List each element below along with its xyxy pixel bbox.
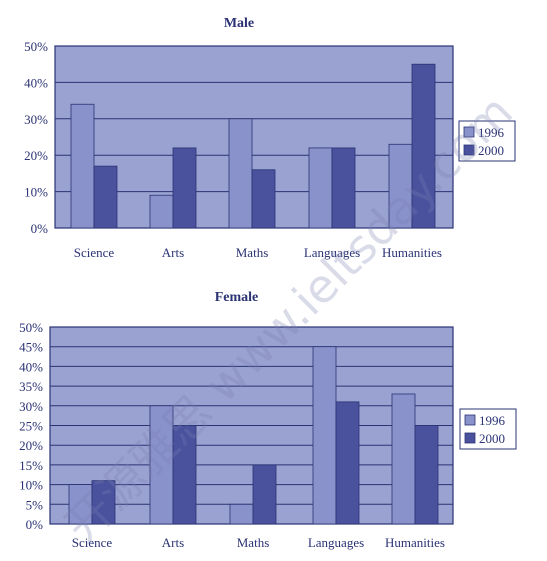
x-category-label: Humanities [385,535,445,550]
x-category-label: Maths [236,245,269,260]
bar-maths-1996 [228,118,253,229]
y-tick-label: 0% [26,517,44,532]
chart-female: Female 0% 5% 10% 15% 20% 25% 30% 35% 40% 45% 50% Sci… [19,290,517,550]
x-category-label: Maths [237,535,270,550]
legend-label-1996: 1996 [478,125,505,140]
bar-humanities-2000 [411,63,436,229]
legend: 1996 2000 [458,120,516,162]
y-tick-label: 30% [19,399,43,414]
y-tick-label: 50% [24,39,48,54]
y-tick-label: 0% [31,221,49,236]
bar-humanities-1996 [391,393,416,525]
legend-label-1996: 1996 [479,413,506,428]
bar-arts-2000 [172,425,197,525]
y-tick-label: 40% [19,359,43,374]
bar-humanities-2000 [414,425,439,525]
bar-science-1996 [70,103,95,229]
bar-languages-2000 [331,147,356,229]
y-tick-label: 5% [26,497,44,512]
bar-maths-1996 [229,503,254,525]
x-category-label: Languages [304,245,360,260]
bar-languages-1996 [312,346,337,525]
legend: 1996 2000 [459,408,517,450]
x-category-label: Science [74,245,115,260]
y-tick-label: 20% [19,438,43,453]
bar-arts-1996 [149,194,174,229]
x-category-label: Arts [162,245,184,260]
x-category-label: Arts [162,535,184,550]
chart-title: Male [224,16,254,31]
x-category-label: Humanities [382,245,442,260]
y-tick-label: 10% [24,185,48,200]
y-tick-label: 40% [24,75,48,90]
y-tick-label: 25% [19,419,43,434]
legend-swatch-1996 [464,414,476,426]
y-tick-label: 35% [19,379,43,394]
bar-science-2000 [91,480,116,525]
x-category-label: Languages [308,535,364,550]
bar-languages-2000 [335,401,360,525]
y-tick-label: 50% [19,320,43,335]
legend-label-2000: 2000 [478,143,504,158]
y-tick-label: 30% [24,112,48,127]
chart-male: Male 0% 10% 20% 30% 40% 50% Science Arts Maths Lan… [24,16,516,260]
y-tick-label: 15% [19,458,43,473]
y-tick-label: 45% [19,340,43,355]
y-tick-label: 10% [19,478,43,493]
chart-title: Female [215,290,259,305]
y-tick-label: 20% [24,148,48,163]
bar-maths-2000 [251,169,276,229]
bar-languages-1996 [308,147,333,229]
legend-swatch-2000 [464,432,476,444]
legend-label-2000: 2000 [479,431,505,446]
bar-maths-2000 [252,464,277,525]
x-category-label: Science [72,535,113,550]
bar-science-2000 [93,165,118,229]
legend-swatch-2000 [463,144,475,156]
legend-swatch-1996 [463,126,475,138]
bar-arts-2000 [172,147,197,229]
